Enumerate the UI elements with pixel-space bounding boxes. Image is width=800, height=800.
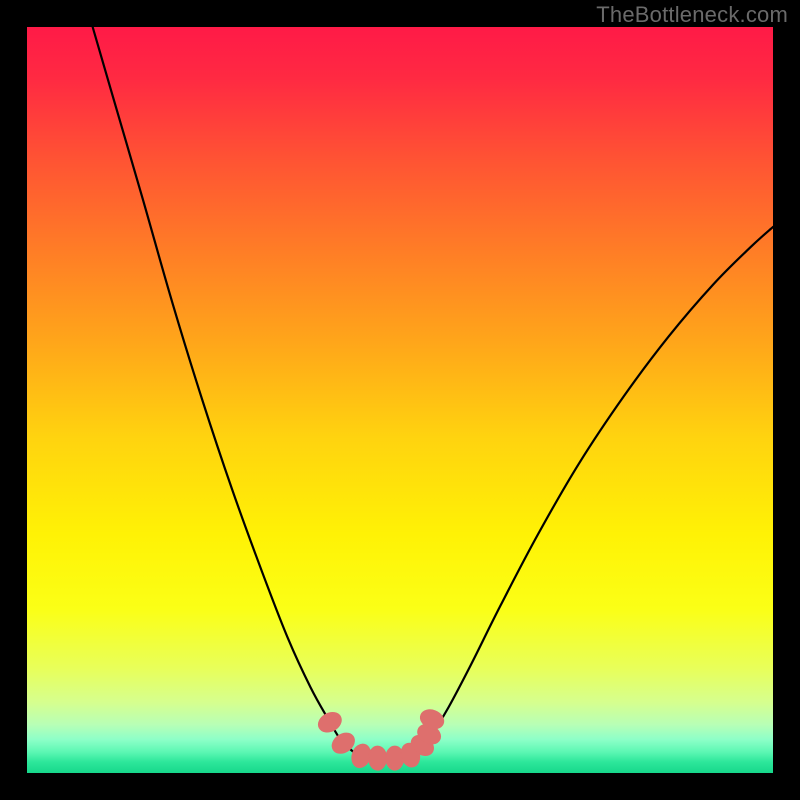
curve-marker bbox=[386, 746, 404, 770]
chart-svg bbox=[0, 0, 800, 800]
chart-stage: TheBottleneck.com bbox=[0, 0, 800, 800]
plot-background bbox=[27, 27, 773, 773]
watermark-text: TheBottleneck.com bbox=[596, 2, 788, 28]
curve-marker bbox=[369, 746, 387, 770]
